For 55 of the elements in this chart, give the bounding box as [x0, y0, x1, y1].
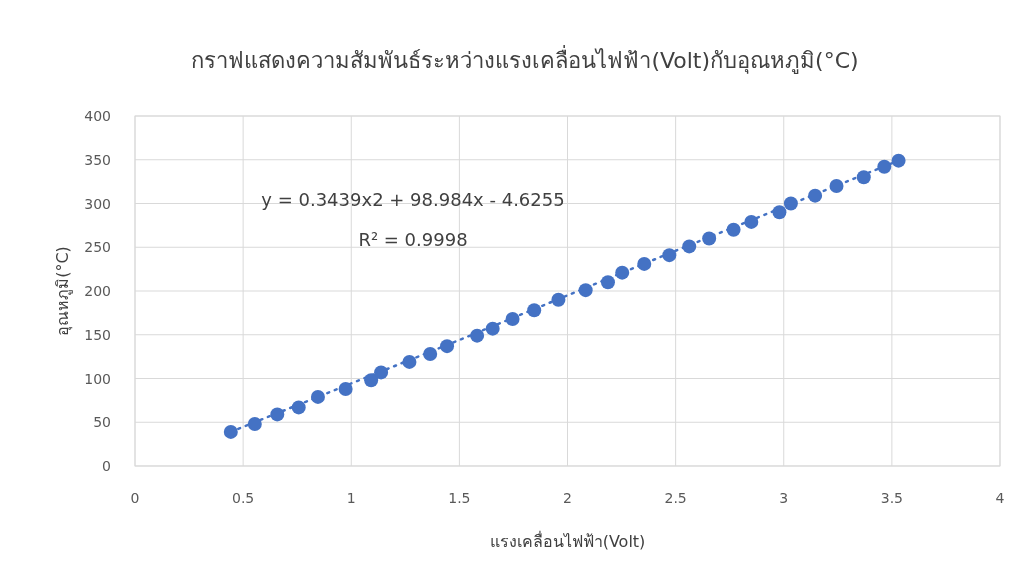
point: [877, 159, 892, 174]
point: [856, 170, 871, 185]
point: [551, 292, 566, 307]
point: [485, 321, 500, 336]
x-tick-label: 4: [995, 490, 1005, 506]
point: [772, 205, 787, 220]
point: [662, 248, 677, 263]
y-tick-label: 200: [84, 283, 111, 299]
y-tick-label: 0: [102, 458, 111, 474]
point: [578, 283, 593, 298]
y-tick-label: 50: [93, 414, 111, 431]
x-tick-label: 1: [346, 490, 356, 506]
x-tick-label: 1.5: [448, 490, 471, 506]
y-tick-label: 400: [84, 108, 111, 124]
point: [402, 354, 417, 369]
x-tick-label: 0.5: [231, 490, 255, 506]
y-tick-label: 100: [84, 370, 111, 387]
point: [291, 400, 306, 415]
point: [374, 365, 389, 380]
point: [891, 153, 906, 168]
point: [440, 339, 455, 354]
x-tick-label: 2: [563, 490, 572, 506]
x-tick-label: 3: [779, 490, 789, 506]
point: [470, 328, 485, 343]
point: [726, 222, 741, 237]
y-tick-label: 300: [84, 195, 111, 212]
x-tick-label: 2.5: [664, 490, 687, 506]
point: [600, 275, 615, 290]
point: [364, 373, 379, 388]
point: [702, 231, 717, 246]
y-axis-title: อุณหภูมิ(°C): [53, 246, 73, 336]
y-tick-label: 250: [84, 239, 111, 256]
point: [615, 265, 630, 280]
point: [223, 424, 238, 439]
x-axis-title: แรงเคลื่อนไฟฟ้า(Volt): [489, 530, 646, 551]
point: [808, 188, 823, 203]
y-tick-label: 350: [84, 151, 111, 168]
point: [829, 179, 844, 193]
chart-title: กราฟแสดงความสัมพันธ์ระหว่างแรงเคลื่อนไฟฟ้า(Volt)กับอุณหภูมิ(°C): [191, 45, 859, 74]
point: [338, 382, 353, 396]
point: [310, 389, 325, 404]
annotation: R² = 0.9998: [358, 229, 468, 250]
point: [247, 417, 262, 431]
point: [744, 214, 759, 229]
point: [527, 303, 542, 318]
y-tick-label: 150: [84, 326, 111, 343]
point: [637, 256, 652, 271]
annotation: y = 0.3439x2 + 98.984x - 4.6255: [261, 189, 565, 210]
point: [682, 239, 697, 254]
x-tick-label: 0: [130, 490, 140, 506]
point: [783, 196, 798, 211]
point: [270, 407, 285, 422]
point: [423, 347, 438, 361]
x-tick-label: 3.5: [880, 490, 904, 506]
point: [505, 312, 520, 326]
